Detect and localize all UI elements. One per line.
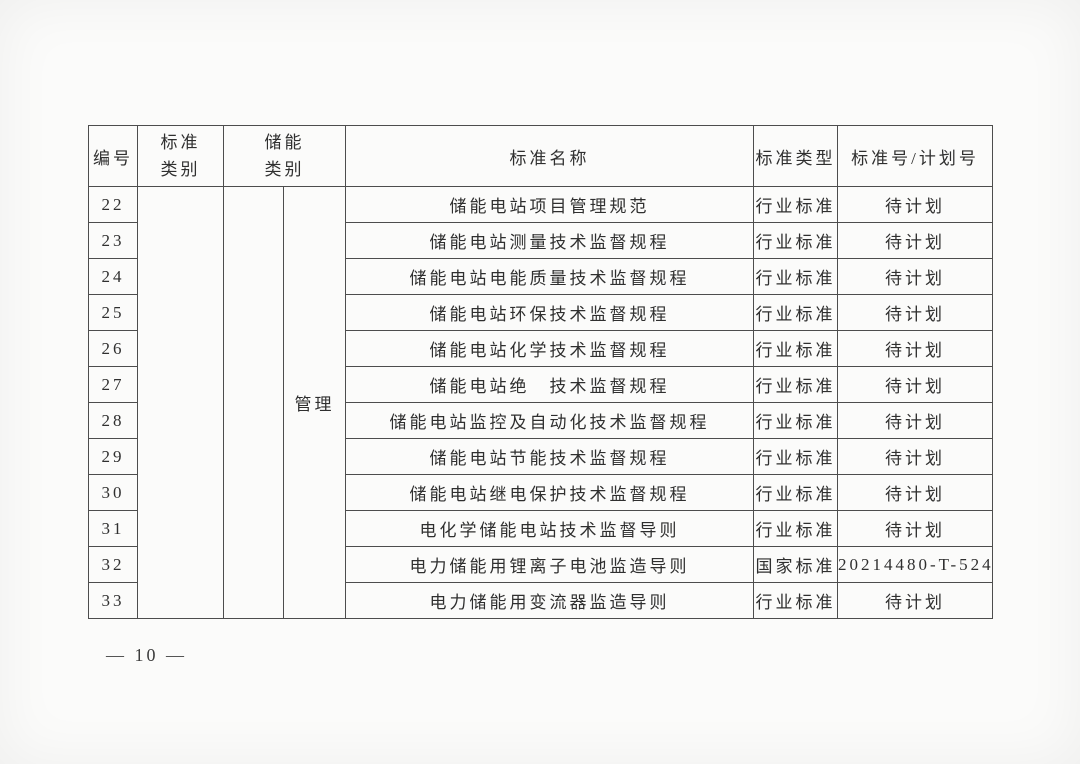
row-standard-name: 储能电站继电保护技术监督规程 bbox=[345, 474, 754, 511]
table-body: 22 管理 储能电站项目管理规范 行业标准 待计划 23 储能电站测量技术监督规程 行业标准待… bbox=[88, 186, 993, 619]
row-standard-number: 待计划 bbox=[837, 510, 993, 547]
row-id: 22 bbox=[88, 186, 138, 223]
row-standard-name: 储能电站环保技术监督规程 bbox=[345, 294, 754, 331]
row-standard-type: 行业标准 bbox=[753, 222, 838, 259]
row-id: 24 bbox=[88, 258, 138, 295]
row-id: 29 bbox=[88, 438, 138, 475]
row-standard-number: 待计划 bbox=[837, 186, 993, 223]
table-row: 30 储能电站继电保护技术监督规程 行业标准 待计划 bbox=[88, 474, 993, 511]
row-id: 31 bbox=[88, 510, 138, 547]
row-standard-number: 待计划 bbox=[837, 258, 993, 295]
row-standard-number: 20214480-T-524 bbox=[837, 546, 993, 583]
header-standard-number: 标准号/计划号 bbox=[837, 125, 993, 187]
standard-category-merged-cell bbox=[137, 186, 224, 619]
row-standard-name: 储能电站项目管理规范 bbox=[345, 186, 754, 223]
row-standard-type: 行业标准 bbox=[753, 474, 838, 511]
row-standard-type: 行业标准 bbox=[753, 366, 838, 403]
row-standard-type: 行业标准 bbox=[753, 402, 838, 439]
table-row: 31 电化学储能电站技术监督导则 行业标准 待计划 bbox=[88, 510, 993, 547]
row-standard-number: 待计划 bbox=[837, 474, 993, 511]
header-standard-category-line2: 类别 bbox=[160, 160, 201, 179]
row-id: 26 bbox=[88, 330, 138, 367]
row-standard-name: 储能电站监控及自动化技术监督规程 bbox=[345, 402, 754, 439]
row-id: 25 bbox=[88, 294, 138, 331]
row-standard-number: 待计划 bbox=[837, 330, 993, 367]
header-row: 编号 标准 类别 储能 类别 标准名称 标准类型 标准号/计划号 bbox=[88, 125, 993, 187]
table-row: 32 电力储能用锂离子电池监造导则 国家标准 20214480-T-524 bbox=[88, 546, 993, 583]
row-standard-name: 电力储能用锂离子电池监造导则 bbox=[345, 546, 754, 583]
row-standard-number: 待计划 bbox=[837, 438, 993, 475]
table-header: 编号 标准 类别 储能 类别 标准名称 标准类型 标准号/计划号 bbox=[88, 125, 993, 187]
row-standard-name: 储能电站化学技术监督规程 bbox=[345, 330, 754, 367]
row-standard-type: 行业标准 bbox=[753, 330, 838, 367]
table-row: 22 管理 储能电站项目管理规范 行业标准 待计划 bbox=[88, 186, 993, 619]
table-row: 33 电力储能用变流器监造导则 行业标准 待计划 bbox=[88, 582, 993, 619]
table-row: 25 储能电站环保技术监督规程 行业标准 待计划 bbox=[88, 294, 993, 331]
row-standard-name: 电化学储能电站技术监督导则 bbox=[345, 510, 754, 547]
row-standard-number: 待计划 bbox=[837, 366, 993, 403]
storage-category-left-merged-cell bbox=[223, 186, 284, 619]
row-standard-type: 行业标准 bbox=[753, 186, 838, 223]
header-standard-name: 标准名称 bbox=[345, 125, 754, 187]
row-standard-name: 储能电站测量技术监督规程 bbox=[345, 222, 754, 259]
row-standard-name: 储能电站节能技术监督规程 bbox=[345, 438, 754, 475]
table-row: 28 储能电站监控及自动化技术监督规程 行业标准 待计划 bbox=[88, 402, 993, 439]
table-row: 29 储能电站节能技术监督规程 行业标准 待计划 bbox=[88, 438, 993, 475]
table-row: 24 储能电站电能质量技术监督规程 行业标准 待计划 bbox=[88, 258, 993, 295]
row-standard-type: 行业标准 bbox=[753, 294, 838, 331]
header-storage-category-line2: 类别 bbox=[264, 160, 305, 179]
row-standard-name: 储能电站电能质量技术监督规程 bbox=[345, 258, 754, 295]
row-id: 33 bbox=[88, 582, 138, 619]
row-id: 28 bbox=[88, 402, 138, 439]
header-storage-category: 储能 类别 bbox=[223, 125, 346, 187]
row-standard-name: 储能电站绝 技术监督规程 bbox=[345, 366, 754, 403]
row-id: 23 bbox=[88, 222, 138, 259]
standards-table: 编号 标准 类别 储能 类别 标准名称 标准类型 标准号/计划号 22 管理 储能电… bbox=[88, 125, 993, 619]
row-standard-type: 行业标准 bbox=[753, 510, 838, 547]
header-id: 编号 bbox=[88, 125, 138, 187]
row-standard-type: 行业标准 bbox=[753, 438, 838, 475]
row-standard-type: 国家标准 bbox=[753, 546, 838, 583]
row-standard-number: 待计划 bbox=[837, 582, 993, 619]
row-id: 30 bbox=[88, 474, 138, 511]
storage-category-right-merged-cell: 管理 bbox=[283, 186, 346, 619]
row-standard-type: 行业标准 bbox=[753, 582, 838, 619]
header-standard-type: 标准类型 bbox=[753, 125, 838, 187]
header-standard-category: 标准 类别 bbox=[137, 125, 224, 187]
row-standard-number: 待计划 bbox=[837, 294, 993, 331]
row-standard-type: 行业标准 bbox=[753, 258, 838, 295]
row-standard-number: 待计划 bbox=[837, 222, 993, 259]
header-storage-category-line1: 储能 bbox=[264, 132, 305, 152]
page-number: — 10 — bbox=[106, 645, 187, 665]
row-standard-number: 待计划 bbox=[837, 402, 993, 439]
row-id: 27 bbox=[88, 366, 138, 403]
row-standard-name: 电力储能用变流器监造导则 bbox=[345, 582, 754, 619]
table-row: 26 储能电站化学技术监督规程 行业标准 待计划 bbox=[88, 330, 993, 367]
row-id: 32 bbox=[88, 546, 138, 583]
header-standard-category-line1: 标准 bbox=[160, 132, 201, 152]
table-row: 23 储能电站测量技术监督规程 行业标准 待计划 bbox=[88, 222, 993, 259]
